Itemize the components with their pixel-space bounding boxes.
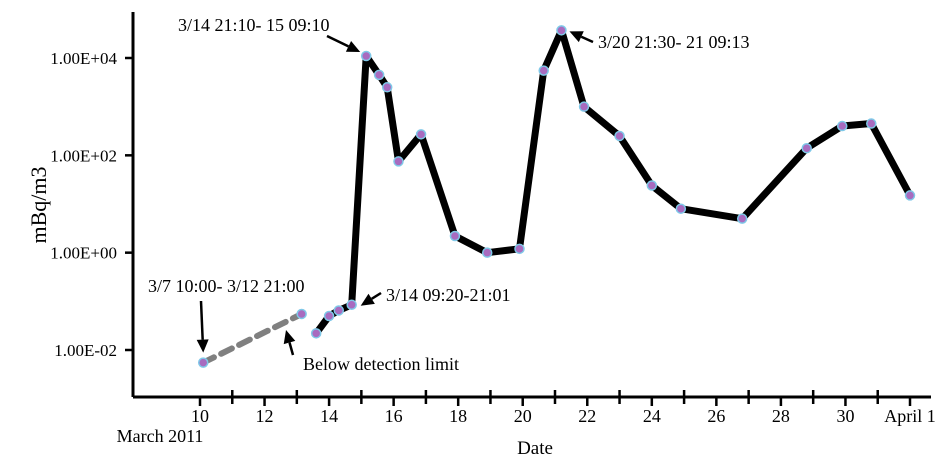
data-point xyxy=(904,190,916,201)
annotation-arrow xyxy=(326,34,361,52)
annotations-group: 3/14 21:10- 15 09:10 3/20 21:30- 21 09:13… xyxy=(148,15,750,374)
data-point xyxy=(381,82,393,93)
arrow-head xyxy=(360,293,375,306)
x-tick-label: 10 xyxy=(191,406,209,426)
data-point xyxy=(333,305,345,316)
x-tick-label: 22 xyxy=(578,406,596,426)
x-tick-label: 20 xyxy=(514,406,532,426)
axes: 1.00E-02 1.00E+00 1.00E+02 1.00E+04 10 12 14 16… xyxy=(26,12,936,459)
data-point xyxy=(197,357,209,368)
x-tick-label: 14 xyxy=(320,406,338,426)
arrow-shaft xyxy=(371,291,382,300)
x-axis-title: Date xyxy=(517,438,553,459)
annotation-arrow xyxy=(569,31,594,44)
y-tick-label: 1.00E-02 xyxy=(54,341,117,360)
data-point xyxy=(614,130,625,142)
data-point xyxy=(866,118,877,129)
arrow-head xyxy=(569,31,584,43)
data-point xyxy=(578,101,590,112)
data-point xyxy=(836,120,848,132)
x-tick-label: 12 xyxy=(256,406,274,426)
annotation-label: 3/14 09:20-21:01 xyxy=(386,285,511,305)
x-tick-label: 16 xyxy=(385,406,403,426)
data-point xyxy=(514,243,525,255)
arrow-head xyxy=(283,330,296,345)
x-tick-label: April 1 xyxy=(884,406,936,426)
x-tick-label: 28 xyxy=(772,406,790,426)
y-tick-label: 1.00E+00 xyxy=(50,244,117,263)
data-point xyxy=(360,50,372,62)
data-point xyxy=(801,142,812,154)
data-point xyxy=(675,203,687,214)
annotation-label: 3/20 21:30- 21 09:13 xyxy=(598,32,750,52)
data-point xyxy=(556,25,567,36)
series-group xyxy=(200,26,914,366)
annotation-label: 3/14 21:10- 15 09:10 xyxy=(178,15,330,35)
data-point xyxy=(449,230,461,242)
arrow-head xyxy=(196,339,209,353)
data-point xyxy=(310,328,322,339)
arrow-shaft xyxy=(326,34,350,48)
x-tick-label: 24 xyxy=(643,406,661,426)
annotation-arrow xyxy=(283,330,296,356)
data-point xyxy=(346,299,357,311)
data-point xyxy=(415,129,427,140)
data-point xyxy=(481,247,493,258)
data-point xyxy=(373,69,385,81)
data-point xyxy=(538,65,549,76)
arrow-shaft xyxy=(580,35,594,44)
annotation-arrow xyxy=(360,291,382,306)
data-point xyxy=(736,213,748,224)
y-tick-label: 1.00E+02 xyxy=(50,146,117,165)
data-point xyxy=(323,310,335,322)
data-point xyxy=(393,156,404,167)
arrow-shaft xyxy=(288,342,295,356)
annotation-arrow xyxy=(196,300,209,353)
x-tick-label: 30 xyxy=(836,406,854,426)
x-tick-label: 26 xyxy=(707,406,725,426)
arrow-shaft xyxy=(199,300,204,340)
y-tick-label: 1.00E+04 xyxy=(50,49,117,68)
series-line-below-detection xyxy=(200,311,305,366)
markers-group xyxy=(197,25,916,368)
annotation-label: 3/7 10:00- 3/12 21:00 xyxy=(148,276,305,296)
annotation-label: Below detection limit xyxy=(303,354,459,374)
x-tick-label: 18 xyxy=(449,406,467,426)
data-point xyxy=(296,308,307,320)
x-period-label: March 2011 xyxy=(117,426,204,446)
arrow-head xyxy=(345,40,361,52)
y-axis-title: mBq/m3 xyxy=(26,166,51,243)
data-point xyxy=(646,180,658,191)
